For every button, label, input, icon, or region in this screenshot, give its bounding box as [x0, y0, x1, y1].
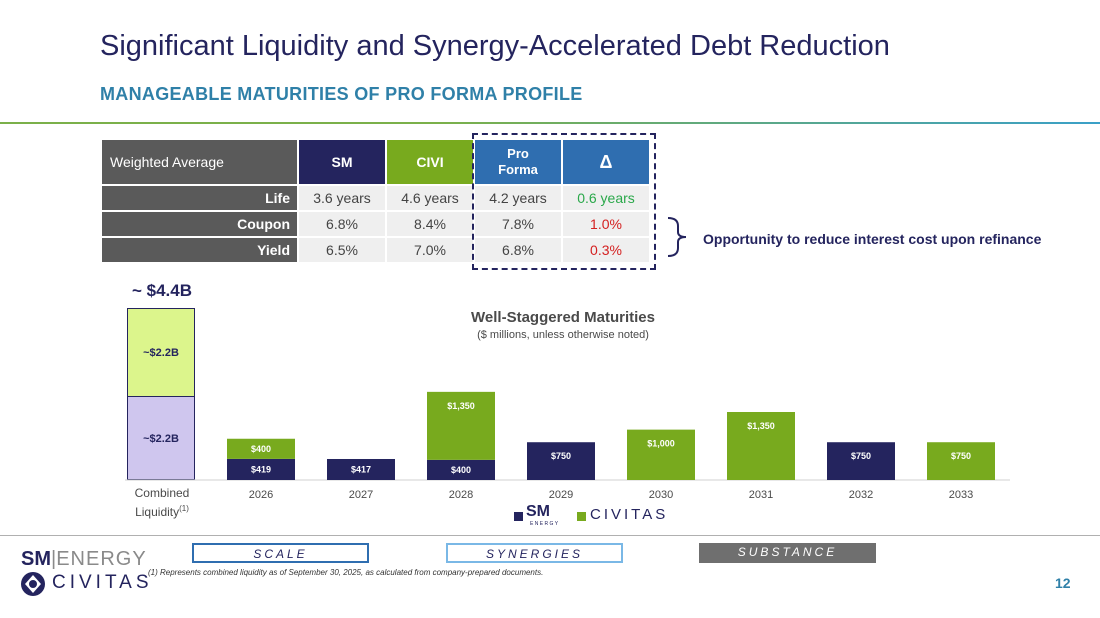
sm-energy-logo: SM|ENERGY — [21, 548, 147, 570]
x-tick-label-2026: 2026 — [249, 489, 273, 501]
header-sm: SM — [299, 140, 385, 184]
bar-value-label: $1,000 — [647, 439, 675, 449]
bar-civitas-2030 — [627, 429, 695, 480]
bar-value-label: $400 — [451, 465, 471, 475]
row-label: Yield — [102, 238, 297, 262]
cell-pro-forma: 4.2 years — [475, 186, 561, 210]
bar-civitas-2026 — [227, 438, 295, 459]
bar-value-label: $417 — [351, 464, 371, 474]
refinance-callout: Opportunity to reduce interest cost upon… — [703, 231, 1042, 247]
footnote-marker: (1) — [179, 504, 189, 513]
header-pro-forma-line1: Pro — [507, 146, 529, 161]
legend-label-sm: SM — [526, 503, 550, 520]
header-pro-forma-line2: Forma — [498, 162, 538, 177]
chart-title: Well-Staggered Maturities — [471, 309, 655, 326]
cell-delta: 1.0% — [563, 212, 649, 236]
cell-sm: 6.5% — [299, 238, 385, 262]
cell-pro-forma: 6.8% — [475, 238, 561, 262]
page-title: Significant Liquidity and Synergy-Accele… — [100, 30, 890, 62]
liquidity-bottom-label: ~$2.2B — [143, 433, 179, 445]
footnote: (1) Represents combined liquidity as of … — [148, 568, 544, 577]
civitas-logo-mark-icon — [21, 572, 45, 596]
cell-sm: 3.6 years — [299, 186, 385, 210]
bar-value-label: $750 — [551, 451, 571, 461]
bar-value-label: $750 — [851, 451, 871, 461]
brace-icon — [667, 217, 687, 257]
cell-civi: 4.6 years — [387, 186, 473, 210]
pillar-scale: SCALE — [192, 543, 369, 563]
cell-delta: 0.3% — [563, 238, 649, 262]
chart-bars: $419 $400 2026 $417 2027 $400 $1,350 2028 $750 20… — [227, 391, 995, 501]
header-weighted-average: Weighted Average — [102, 140, 297, 184]
bar-sm-2027 — [327, 458, 395, 480]
bar-sm-2029 — [527, 442, 595, 480]
cell-sm: 6.8% — [299, 212, 385, 236]
header-pro-forma: Pro Forma — [475, 140, 561, 184]
cell-pro-forma: 7.8% — [475, 212, 561, 236]
chart-subtitle: ($ millions, unless otherwise noted) — [477, 329, 649, 341]
liquidity-axis-label: Combined — [134, 486, 190, 500]
bar-sm-2026 — [227, 458, 295, 480]
bar-civitas-2028 — [427, 391, 495, 460]
pillar-substance: SUBSTANCE — [699, 543, 876, 563]
pillar-synergies: SYNERGIES — [446, 543, 623, 563]
x-tick-label-2031: 2031 — [749, 489, 773, 501]
x-tick-label-2029: 2029 — [549, 489, 573, 501]
table-row: Yield 6.5% 7.0% 6.8% 0.3% — [102, 238, 649, 262]
legend-swatch-sm — [514, 512, 523, 521]
legend-swatch-civitas — [577, 512, 586, 521]
cell-delta: 0.6 years — [563, 186, 649, 210]
row-label: Coupon — [102, 212, 297, 236]
header-delta: Δ — [563, 140, 649, 184]
footer-divider — [0, 535, 1100, 536]
bar-value-label: $400 — [251, 444, 271, 454]
title-divider — [0, 122, 1100, 124]
x-tick-label-2032: 2032 — [849, 489, 873, 501]
cell-civi: 7.0% — [387, 238, 473, 262]
x-tick-label-2028: 2028 — [449, 489, 473, 501]
header-civi: CIVI — [387, 140, 473, 184]
civitas-logo: CIVITAS — [52, 572, 153, 593]
weighted-average-table: Weighted Average SM CIVI Pro Forma Δ Life… — [100, 138, 651, 264]
bar-sm-2032 — [827, 442, 895, 480]
pro-forma-highlight-box — [472, 133, 656, 270]
bar-civitas-2031 — [727, 412, 795, 480]
bar-civitas-2033 — [927, 442, 995, 480]
x-tick-label-2033: 2033 — [949, 489, 973, 501]
logo-energy-text: ENERGY — [56, 548, 147, 570]
table-row: Coupon 6.8% 8.4% 7.8% 1.0% — [102, 212, 649, 236]
bar-value-label: $1,350 — [447, 401, 475, 411]
legend-label-sm-sub: ENERGY — [530, 521, 560, 527]
liquidity-top-label: ~$2.2B — [143, 347, 179, 359]
logo-sm-text: SM — [21, 548, 51, 570]
row-label: Life — [102, 186, 297, 210]
page-number: 12 — [1055, 575, 1071, 591]
bar-sm-2028 — [427, 459, 495, 480]
liquidity-bar-sm: ~$2.2B — [127, 396, 195, 480]
table-header-row: Weighted Average SM CIVI Pro Forma Δ — [102, 140, 649, 184]
combined-liquidity-label: Combined Liquidity(1) — [122, 486, 202, 520]
bar-value-label: $419 — [251, 464, 271, 474]
x-tick-label-2027: 2027 — [349, 489, 373, 501]
liquidity-axis-label-2: Liquidity — [135, 505, 180, 519]
liquidity-total: ~ $4.4B — [132, 281, 193, 300]
bar-value-label: $1,350 — [747, 421, 775, 431]
cell-civi: 8.4% — [387, 212, 473, 236]
bar-value-label: $750 — [951, 451, 971, 461]
page-subtitle: MANAGEABLE MATURITIES OF PRO FORMA PROFI… — [100, 84, 583, 104]
table-row: Life 3.6 years 4.6 years 4.2 years 0.6 y… — [102, 186, 649, 210]
x-tick-label-2030: 2030 — [649, 489, 673, 501]
legend-label-civitas: CIVITAS — [590, 506, 669, 523]
